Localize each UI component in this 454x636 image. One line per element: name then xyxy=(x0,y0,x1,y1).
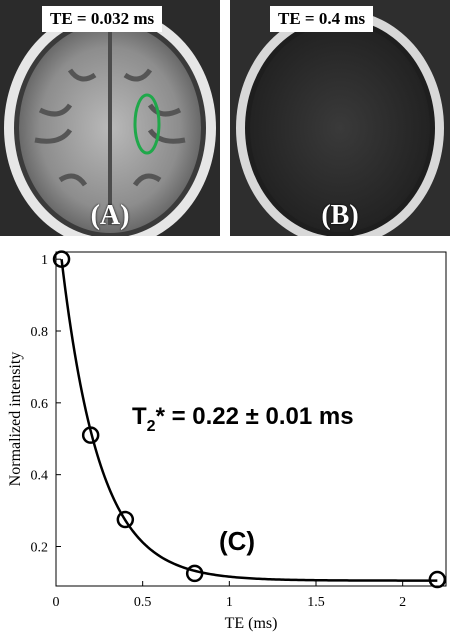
plot-frame xyxy=(55,251,447,587)
x-axis-title: TE (ms) xyxy=(225,615,278,632)
data-point xyxy=(428,570,447,589)
mri-panel-a: TE = 0.032 ms (A) xyxy=(0,0,220,236)
brain-tissue-b xyxy=(250,24,430,232)
mri-image-a xyxy=(0,0,220,236)
y-tick-label: 0.6 xyxy=(31,397,49,412)
t2star-subscript: 2 xyxy=(147,418,156,435)
y-tick-label: 0.2 xyxy=(31,540,49,555)
data-points xyxy=(52,250,447,589)
mri-panel-b: TE = 0.4 ms (B) xyxy=(230,0,450,236)
te-label-a: TE = 0.032 ms xyxy=(42,6,163,32)
data-point xyxy=(116,510,135,529)
panel-letter-b: (B) xyxy=(321,200,359,231)
data-point xyxy=(52,250,71,268)
t2star-annotation: T2* = 0.22 ± 0.01 ms xyxy=(132,403,354,435)
fit-curve xyxy=(60,259,438,582)
te-label-b: TE = 0.4 ms xyxy=(270,6,374,32)
axis-ticks: 0 0.5 1 1.5 2 0.2 0.4 0.6 0.8 1 xyxy=(31,253,407,610)
mri-image-b xyxy=(230,0,450,236)
x-tick-label: 0 xyxy=(53,595,60,610)
y-tick-label: 0.8 xyxy=(31,325,49,340)
x-tick-label: 0.5 xyxy=(134,595,152,610)
t2star-prefix: T xyxy=(132,403,147,430)
x-tick-label: 2 xyxy=(399,595,406,610)
data-point xyxy=(81,426,100,444)
y-tick-label: 1 xyxy=(41,253,48,268)
panel-letter-c: (C) xyxy=(219,526,255,556)
t2star-decay-chart: 0 0.5 1 1.5 2 0.2 0.4 0.6 0.8 1 TE (ms) Normalize… xyxy=(7,250,447,632)
y-axis-title: Normalized intensity xyxy=(7,352,24,487)
x-tick-label: 1 xyxy=(226,595,233,610)
x-tick-label: 1.5 xyxy=(307,595,325,610)
t2star-suffix: * = 0.22 ± 0.01 ms xyxy=(156,403,354,430)
panel-letter-a: (A) xyxy=(90,200,130,231)
y-tick-label: 0.4 xyxy=(31,469,49,484)
data-point xyxy=(185,564,204,583)
roi-ellipse xyxy=(133,93,161,155)
